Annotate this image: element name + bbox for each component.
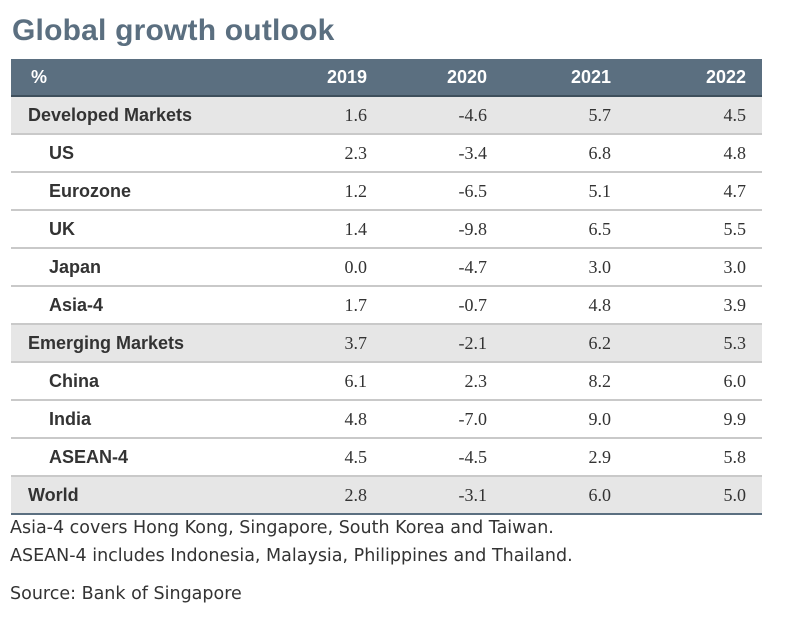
row-label: UK	[11, 210, 271, 249]
table-row: Developed Markets 1.6 -4.6 5.7 4.5	[11, 96, 762, 135]
growth-outlook-table: % 2019 2020 2021 2022 Developed Markets 1…	[11, 59, 762, 515]
table-row: Japan 0.0 -4.7 3.0 3.0	[11, 248, 762, 287]
cell-value: -4.7	[395, 248, 515, 287]
cell-value: 5.1	[515, 172, 635, 211]
cell-value: 6.0	[635, 362, 762, 401]
cell-value: 3.0	[515, 248, 635, 287]
cell-value: 0.0	[271, 248, 395, 287]
cell-value: 4.5	[271, 438, 395, 477]
cell-value: -4.6	[395, 96, 515, 135]
cell-value: 6.2	[515, 324, 635, 363]
cell-value: 1.4	[271, 210, 395, 249]
row-label: Emerging Markets	[11, 324, 271, 363]
cell-value: -7.0	[395, 400, 515, 439]
row-label: US	[11, 134, 271, 173]
cell-value: 2.8	[271, 476, 395, 515]
table-header-row: % 2019 2020 2021 2022	[11, 59, 762, 97]
cell-value: 6.5	[515, 210, 635, 249]
cell-value: 2.3	[395, 362, 515, 401]
table-row: China 6.1 2.3 8.2 6.0	[11, 362, 762, 401]
row-label: ASEAN-4	[11, 438, 271, 477]
row-label: Japan	[11, 248, 271, 287]
cell-value: -2.1	[395, 324, 515, 363]
cell-value: 1.2	[271, 172, 395, 211]
row-label: Eurozone	[11, 172, 271, 211]
table-row: Eurozone 1.2 -6.5 5.1 4.7	[11, 172, 762, 211]
cell-value: -6.5	[395, 172, 515, 211]
row-label: Asia-4	[11, 286, 271, 325]
cell-value: 3.9	[635, 286, 762, 325]
cell-value: 4.7	[635, 172, 762, 211]
cell-value: 9.9	[635, 400, 762, 439]
row-label: China	[11, 362, 271, 401]
footnote-asean4: ASEAN-4 includes Indonesia, Malaysia, Ph…	[10, 546, 573, 566]
cell-value: -3.1	[395, 476, 515, 515]
cell-value: 6.0	[515, 476, 635, 515]
cell-value: 4.5	[635, 96, 762, 135]
cell-value: 4.8	[515, 286, 635, 325]
cell-value: -9.8	[395, 210, 515, 249]
footnote-asia4: Asia-4 covers Hong Kong, Singapore, Sout…	[10, 518, 554, 538]
cell-value: 8.2	[515, 362, 635, 401]
header-2019: 2019	[271, 59, 395, 97]
cell-value: 1.6	[271, 96, 395, 135]
table-row: India 4.8 -7.0 9.0 9.9	[11, 400, 762, 439]
cell-value: 3.7	[271, 324, 395, 363]
cell-value: -0.7	[395, 286, 515, 325]
header-2020: 2020	[395, 59, 515, 97]
table-row: UK 1.4 -9.8 6.5 5.5	[11, 210, 762, 249]
row-label: India	[11, 400, 271, 439]
table-row: World 2.8 -3.1 6.0 5.0	[11, 476, 762, 515]
cell-value: 2.3	[271, 134, 395, 173]
cell-value: 1.7	[271, 286, 395, 325]
cell-value: 9.0	[515, 400, 635, 439]
cell-value: 2.9	[515, 438, 635, 477]
cell-value: 4.8	[271, 400, 395, 439]
table-row: ASEAN-4 4.5 -4.5 2.9 5.8	[11, 438, 762, 477]
cell-value: -3.4	[395, 134, 515, 173]
table-title: Global growth outlook	[12, 14, 335, 47]
cell-value: 6.1	[271, 362, 395, 401]
source-note: Source: Bank of Singapore	[10, 584, 242, 604]
table-body: Developed Markets 1.6 -4.6 5.7 4.5 US 2.3 -3.4 6…	[11, 96, 762, 515]
table-row: Emerging Markets 3.7 -2.1 6.2 5.3	[11, 324, 762, 363]
cell-value: 5.0	[635, 476, 762, 515]
row-label: World	[11, 476, 271, 515]
header-2022: 2022	[635, 59, 762, 97]
cell-value: 3.0	[635, 248, 762, 287]
cell-value: 4.8	[635, 134, 762, 173]
cell-value: 6.8	[515, 134, 635, 173]
header-unit: %	[11, 59, 271, 97]
cell-value: 5.3	[635, 324, 762, 363]
cell-value: 5.5	[635, 210, 762, 249]
cell-value: -4.5	[395, 438, 515, 477]
table-row: Asia-4 1.7 -0.7 4.8 3.9	[11, 286, 762, 325]
row-label: Developed Markets	[11, 96, 271, 135]
cell-value: 5.8	[635, 438, 762, 477]
header-2021: 2021	[515, 59, 635, 97]
table-row: US 2.3 -3.4 6.8 4.8	[11, 134, 762, 173]
cell-value: 5.7	[515, 96, 635, 135]
